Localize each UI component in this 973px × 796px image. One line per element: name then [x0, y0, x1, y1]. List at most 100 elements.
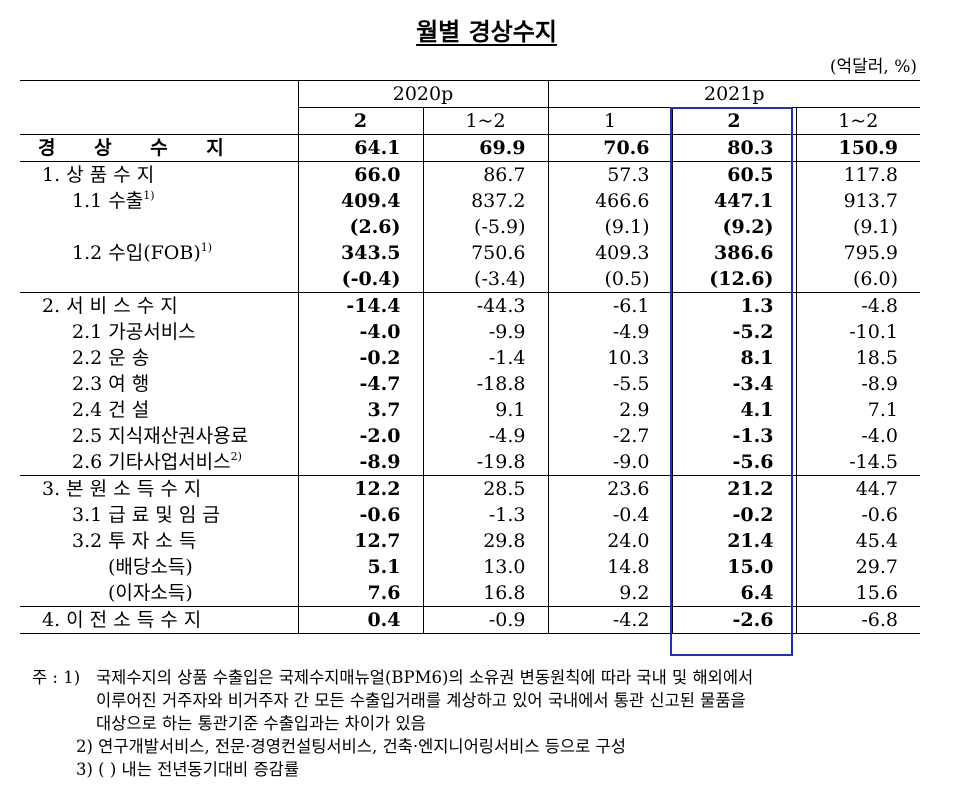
value-cell: -4.2: [547, 606, 672, 634]
value-cell: 409.4: [297, 188, 423, 214]
value-cell: (9.1): [795, 214, 920, 240]
row-label: 2.3 여 행: [20, 371, 298, 397]
row-label: 2.4 건 설: [20, 397, 298, 423]
value-cell: -0.9: [422, 606, 548, 634]
value-cell: (-5.9): [422, 214, 548, 240]
value-cell: 386.6: [671, 240, 796, 266]
value-cell: -14.5: [795, 449, 920, 476]
value-cell: -5.6: [671, 449, 796, 476]
value-cell: 5.1: [297, 554, 423, 580]
value-cell: -1.3: [671, 423, 796, 449]
value-cell: -19.8: [422, 449, 548, 476]
value-cell: -2.6: [671, 606, 796, 634]
row-label: 2.6 기타사업서비스2): [20, 449, 298, 476]
value-cell: 2.9: [547, 397, 672, 423]
value-cell: 9.2: [547, 580, 672, 607]
footnote-marker: 1): [143, 189, 155, 202]
value-cell: 750.6: [422, 240, 548, 266]
table-row: 2.5 지식재산권사용료 -2.0 -4.9 -2.7 -1.3 -4.0: [20, 423, 920, 449]
value-cell: 29.8: [422, 528, 548, 554]
row-label: 1. 상 품 수 지: [20, 162, 298, 189]
table-row: 2.4 건 설 3.7 9.1 2.9 4.1 7.1: [20, 397, 920, 423]
footnotes: 주 : 1) 국제수지의 상품 수출입은 국제수지매뉴얼(BPM6)의 소유권 …: [32, 666, 932, 781]
value-cell: 837.2: [422, 188, 548, 214]
value-cell: -9.9: [422, 319, 548, 345]
page-title: 월별 경상수지: [416, 17, 557, 46]
value-cell: 913.7: [795, 188, 920, 214]
footnote-key: 1): [63, 668, 81, 687]
value-cell: (-0.4): [297, 266, 423, 293]
row-label-text: 4. 이 전 소 득 수 지: [42, 609, 202, 631]
value-cell: -4.9: [547, 319, 672, 345]
value-cell: 60.5: [671, 161, 796, 188]
row-label: 3.2 투 자 소 득: [20, 528, 298, 554]
row-label-text: 3.1 급 료 및 임 금: [72, 504, 220, 526]
value-cell: 795.9: [795, 240, 920, 266]
value-cell: 466.6: [547, 188, 672, 214]
value-cell: -6.8: [795, 606, 920, 634]
value-cell: -9.0: [547, 449, 672, 476]
value-cell: (6.0): [795, 266, 920, 293]
footnote-1-line: 국제수지의 상품 수출입은 국제수지매뉴얼(BPM6)의 소유권 변동원칙에 따…: [96, 668, 754, 687]
value-cell: -1.4: [422, 345, 548, 371]
value-cell: 64.1: [297, 134, 423, 162]
footnote-3: 3) ( ) 내는 전년동기대비 증감률: [76, 760, 300, 779]
unit-label: (억달러, %): [829, 57, 917, 77]
value-cell: 57.3: [547, 161, 672, 188]
value-cell: 66.0: [297, 161, 423, 188]
current-account-table: 2020p 2021p 2 1~2 1 2 1~2 경 상 수 지 64.1 69.…: [20, 80, 920, 634]
value-cell: 69.9: [422, 134, 548, 162]
value-cell: -2.7: [547, 423, 672, 449]
value-cell: -5.2: [671, 319, 796, 345]
value-cell: (9.1): [547, 214, 672, 240]
row-label: (이자소득): [20, 580, 298, 607]
value-cell: -0.2: [297, 345, 423, 371]
value-cell: -0.4: [547, 502, 672, 528]
row-label: 2.2 운 송: [20, 345, 298, 371]
footnote-2: 2) 연구개발서비스, 전문·경영컨설팅서비스, 건축·엔지니어링서비스 등으로…: [76, 737, 626, 756]
value-cell: -44.3: [422, 292, 548, 319]
row-label-text: 2.6 기타사업서비스: [72, 451, 231, 473]
value-cell: 24.0: [547, 528, 672, 554]
row-label: 3. 본 원 소 득 수 지: [20, 476, 298, 503]
row-label: 1.2 수입(FOB)1): [20, 240, 298, 266]
row-label-text: 2.1 가공서비스: [72, 321, 196, 343]
value-cell: 10.3: [547, 345, 672, 371]
row-label-text: 1.2 수입(FOB): [72, 242, 201, 264]
value-cell: 18.5: [795, 345, 920, 371]
table-row: 4. 이 전 소 득 수 지 0.4 -0.9 -4.2 -2.6 -6.8: [20, 606, 920, 634]
value-cell: -3.4: [671, 371, 796, 397]
value-cell: 29.7: [795, 554, 920, 580]
value-cell: 12.2: [297, 475, 423, 502]
table-row: (-0.4) (-3.4) (0.5) (12.6) (6.0): [20, 266, 920, 293]
value-cell: 3.7: [297, 397, 423, 423]
period-header: 1: [547, 107, 672, 135]
value-cell: 8.1: [671, 345, 796, 371]
row-label-text: 2.4 건 설: [72, 399, 150, 421]
table-row: 2.2 운 송 -0.2 -1.4 10.3 8.1 18.5: [20, 345, 920, 371]
footnote-1: 주 : 1) 국제수지의 상품 수출입은 국제수지매뉴얼(BPM6)의 소유권 …: [32, 666, 932, 735]
value-cell: 28.5: [422, 475, 548, 502]
value-cell: -0.6: [297, 502, 423, 528]
row-label-text: (이자소득): [108, 582, 193, 604]
table-row: 2. 서 비 스 수 지 -14.4 -44.3 -6.1 1.3 -4.8: [20, 292, 920, 319]
table-row: 1.1 수출1) 409.4 837.2 466.6 447.1 913.7: [20, 188, 920, 214]
value-cell: 15.0: [671, 554, 796, 580]
row-label: 1.1 수출1): [20, 188, 298, 214]
value-cell: (9.2): [671, 214, 796, 240]
table-row: (배당소득) 5.1 13.0 14.8 15.0 29.7: [20, 554, 920, 580]
footnote-marker: 1): [200, 241, 213, 254]
table-row: 3. 본 원 소 득 수 지 12.2 28.5 23.6 21.2 44.7: [20, 475, 920, 503]
value-cell: 409.3: [547, 240, 672, 266]
period-header: 1~2: [795, 107, 920, 135]
row-label: 3.1 급 료 및 임 금: [20, 502, 298, 528]
table-row: 1. 상 품 수 지 66.0 86.7 57.3 60.5 117.8: [20, 161, 920, 189]
year-2021-header: 2021p: [547, 80, 920, 108]
value-cell: 13.0: [422, 554, 548, 580]
table-row: (2.6) (-5.9) (9.1) (9.2) (9.1): [20, 214, 920, 240]
row-label: [20, 266, 298, 293]
period-header: 1~2: [422, 107, 548, 135]
value-cell: 14.8: [547, 554, 672, 580]
value-cell: -4.7: [297, 371, 423, 397]
value-cell: -4.9: [422, 423, 548, 449]
